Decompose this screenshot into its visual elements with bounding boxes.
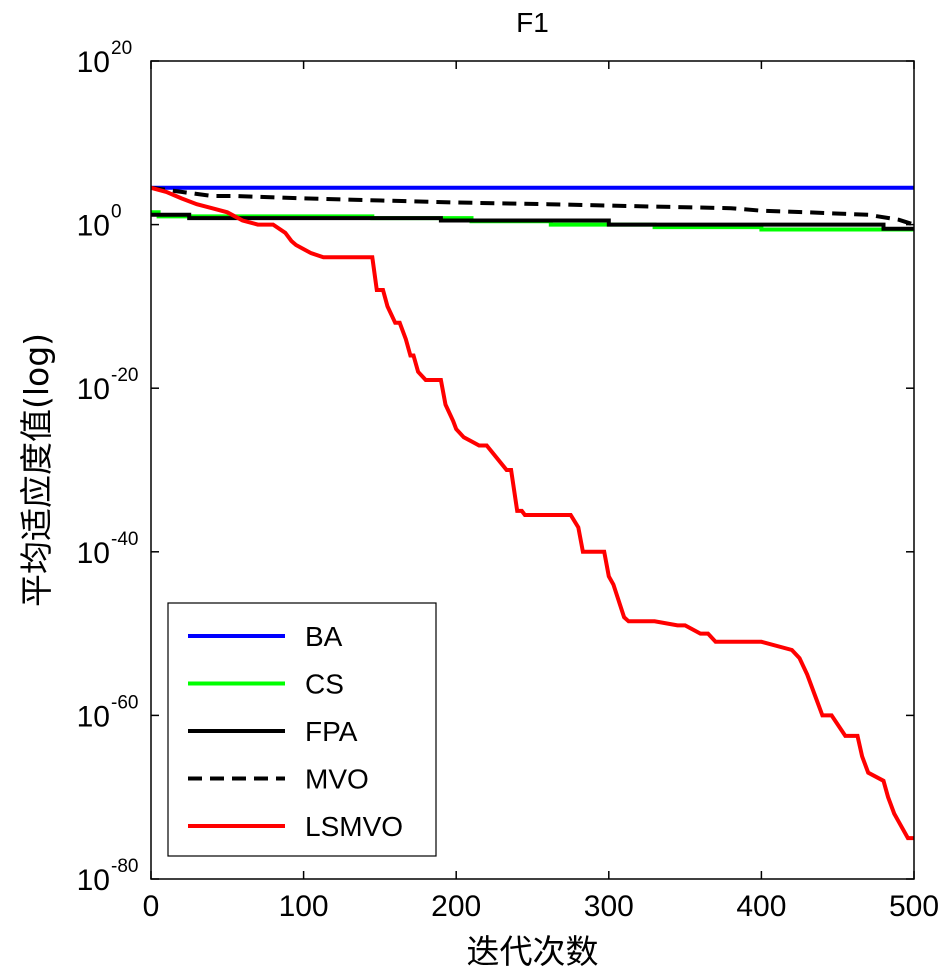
x-tick-label: 200 bbox=[431, 890, 481, 923]
y-tick-exponent: 0 bbox=[111, 202, 122, 223]
legend-label-fpa: FPA bbox=[305, 716, 358, 747]
legend-label-cs: CS bbox=[305, 669, 344, 700]
series-line-lsmvo bbox=[150, 185, 914, 841]
plot-frame bbox=[150, 60, 915, 880]
y-tick-exponent: -20 bbox=[111, 365, 138, 386]
y-tick-label: 10 bbox=[77, 537, 110, 570]
x-tick-label: 500 bbox=[889, 890, 939, 923]
y-tick-label: 10 bbox=[77, 210, 110, 243]
x-tick-label: 300 bbox=[584, 890, 634, 923]
y-tick-label: 10 bbox=[77, 373, 110, 406]
legend-label-lsmvo: LSMVO bbox=[305, 811, 403, 842]
y-tick-label: 10 bbox=[77, 46, 110, 79]
legend-label-mvo: MVO bbox=[305, 764, 369, 795]
y-tick-exponent: -40 bbox=[111, 529, 138, 550]
x-tick-label: 0 bbox=[143, 890, 160, 923]
x-axis-label: 迭代次数 bbox=[467, 932, 599, 971]
y-axis-label: 平均适应度值(log) bbox=[17, 333, 56, 607]
y-tick-exponent: -80 bbox=[111, 856, 138, 877]
y-tick-label: 10 bbox=[77, 700, 110, 733]
chart-title: F1 bbox=[516, 7, 549, 38]
y-tick-exponent: 20 bbox=[111, 38, 132, 59]
series-line-fpa bbox=[151, 212, 914, 231]
x-tick-label: 400 bbox=[736, 890, 786, 923]
x-tick-label: 100 bbox=[279, 890, 329, 923]
legend-label-ba: BA bbox=[305, 621, 343, 652]
y-tick-exponent: -60 bbox=[111, 692, 138, 713]
series-line-mvo bbox=[150, 185, 915, 227]
y-tick-label: 10 bbox=[77, 864, 110, 897]
